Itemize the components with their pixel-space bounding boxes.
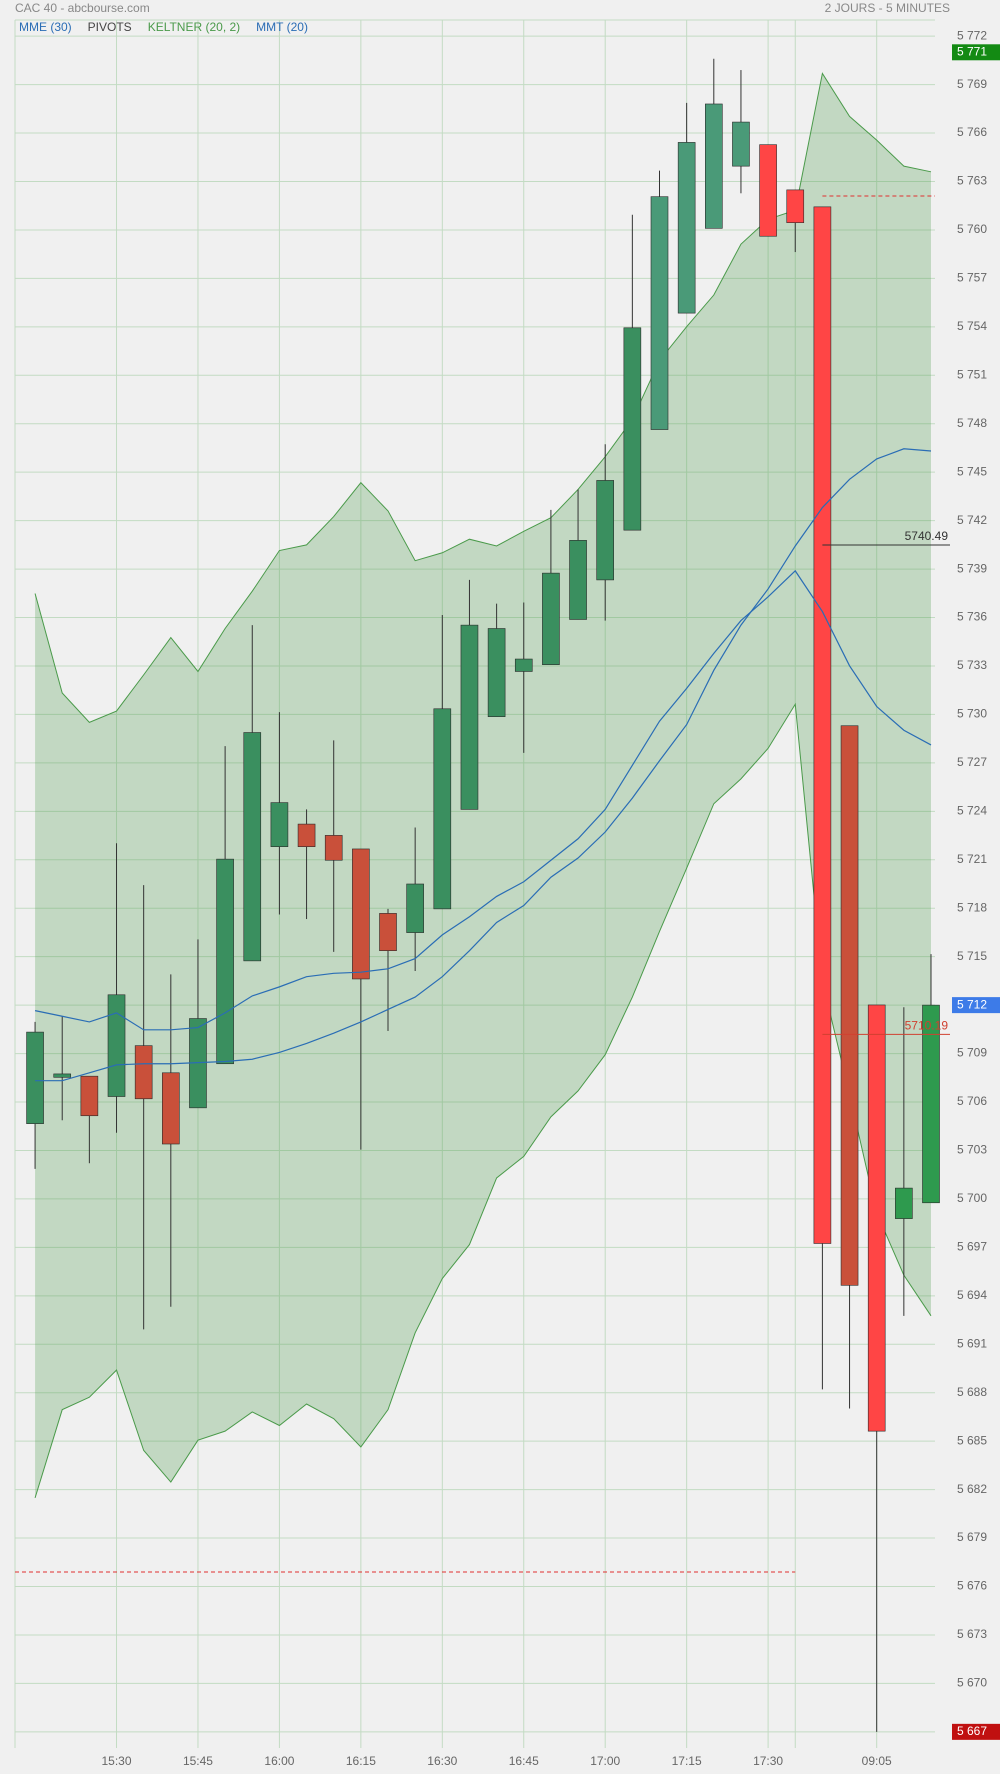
- x-tick-label: 17:15: [672, 1754, 702, 1768]
- candle-body: [596, 480, 615, 581]
- y-tick-label: 5 724: [957, 803, 987, 817]
- candle-body: [677, 142, 696, 314]
- chart-subtitle: 2 JOURS - 5 MINUTES: [825, 1, 950, 15]
- x-tick-label: 15:45: [183, 1754, 213, 1768]
- y-tick-label: 5 682: [957, 1482, 987, 1496]
- candle-body: [297, 823, 316, 847]
- candle-body: [352, 848, 370, 980]
- x-tick-label: 17:00: [590, 1754, 620, 1768]
- y-tick-label: 5 739: [957, 561, 987, 575]
- y-tick-label: 5 721: [957, 852, 987, 866]
- candle-body: [813, 206, 832, 1244]
- axis-badge-label: 5 712: [957, 997, 987, 1011]
- x-tick-label: 09:05: [862, 1754, 892, 1768]
- candle-body: [895, 1187, 913, 1219]
- y-tick-label: 5 733: [957, 658, 987, 672]
- keltner-band: [35, 73, 931, 1498]
- candle-body: [705, 103, 723, 229]
- y-tick-label: 5 715: [957, 949, 987, 963]
- y-tick-label: 5 703: [957, 1143, 987, 1157]
- y-tick-label: 5 745: [957, 464, 987, 478]
- candle-body: [514, 658, 533, 672]
- candle-body: [406, 883, 424, 933]
- y-tick-label: 5 676: [957, 1579, 987, 1593]
- candle-body: [243, 732, 262, 962]
- candle-body: [623, 327, 642, 531]
- candle-body: [270, 802, 289, 847]
- candle-body: [542, 572, 560, 665]
- candle-body: [922, 1004, 940, 1204]
- axis-badge-label: 5 667: [957, 1724, 987, 1738]
- candle-body: [162, 1072, 180, 1145]
- y-tick-label: 5 673: [957, 1627, 987, 1641]
- y-tick-label: 5 763: [957, 174, 987, 188]
- y-tick-label: 5 685: [957, 1433, 987, 1447]
- legend-entry: MMT (20): [256, 20, 308, 34]
- candle-body: [759, 144, 777, 237]
- candle-body: [379, 913, 397, 951]
- candle-body: [732, 121, 750, 167]
- y-tick-label: 5 769: [957, 77, 987, 91]
- y-tick-label: 5 760: [957, 222, 987, 236]
- y-tick-label: 5 694: [957, 1288, 987, 1302]
- chart-title: CAC 40 - abcbourse.com: [15, 1, 150, 15]
- y-tick-label: 5 691: [957, 1336, 987, 1350]
- y-tick-label: 5 766: [957, 125, 987, 139]
- x-tick-label: 17:30: [753, 1754, 783, 1768]
- x-tick-label: 16:15: [346, 1754, 376, 1768]
- y-tick-label: 5 700: [957, 1191, 987, 1205]
- legend-entry: PIVOTS: [88, 20, 132, 34]
- y-tick-label: 5 679: [957, 1530, 987, 1544]
- x-tick-label: 15:30: [102, 1754, 132, 1768]
- candle-body: [80, 1075, 99, 1117]
- axis-badge: [952, 1723, 1000, 1740]
- indicator-line: [34, 569, 932, 1031]
- legend-entry: MME (30): [19, 20, 72, 34]
- y-tick-label: 5 742: [957, 513, 987, 527]
- candle-body: [786, 189, 805, 223]
- candle-body: [53, 1073, 72, 1078]
- level-label: 5710.19: [905, 1019, 949, 1033]
- candle-body: [26, 1031, 44, 1124]
- candle-body: [569, 540, 587, 620]
- y-tick-label: 5 757: [957, 271, 987, 285]
- x-tick-label: 16:00: [264, 1754, 294, 1768]
- y-tick-label: 5 736: [957, 610, 987, 624]
- y-tick-label: 5 718: [957, 900, 987, 914]
- y-tick-label: 5 772: [957, 28, 987, 42]
- candle-body: [487, 628, 506, 717]
- keltner-lower: [34, 702, 932, 1498]
- candle-body: [134, 1045, 153, 1100]
- candle-body: [867, 1004, 886, 1432]
- x-tick-label: 16:45: [509, 1754, 539, 1768]
- candle-body: [324, 835, 343, 861]
- y-tick-label: 5 709: [957, 1046, 987, 1060]
- y-tick-label: 5 730: [957, 707, 987, 721]
- y-tick-label: 5 751: [957, 367, 987, 381]
- candle-body: [216, 858, 234, 1065]
- candle-body: [433, 708, 452, 910]
- y-tick-label: 5 727: [957, 755, 987, 769]
- y-tick-label: 5 688: [957, 1385, 987, 1399]
- axis-badge-label: 5 771: [957, 44, 987, 58]
- indicator-line: [35, 448, 932, 1082]
- axis-badge: [952, 997, 1000, 1014]
- candle-body: [650, 196, 669, 430]
- candle-body: [840, 725, 859, 1286]
- axis-badge: [952, 44, 1000, 61]
- x-tick-label: 16:30: [427, 1754, 457, 1768]
- y-tick-label: 5 697: [957, 1240, 987, 1254]
- candle-body: [460, 624, 479, 810]
- y-tick-label: 5 706: [957, 1094, 987, 1108]
- legend-entry: KELTNER (20, 2): [148, 20, 240, 34]
- candle-body: [107, 994, 126, 1097]
- y-tick-label: 5 748: [957, 416, 987, 430]
- y-tick-label: 5 754: [957, 319, 987, 333]
- y-tick-label: 5 670: [957, 1676, 987, 1690]
- keltner-upper: [34, 72, 932, 723]
- level-label: 5740.49: [905, 529, 949, 543]
